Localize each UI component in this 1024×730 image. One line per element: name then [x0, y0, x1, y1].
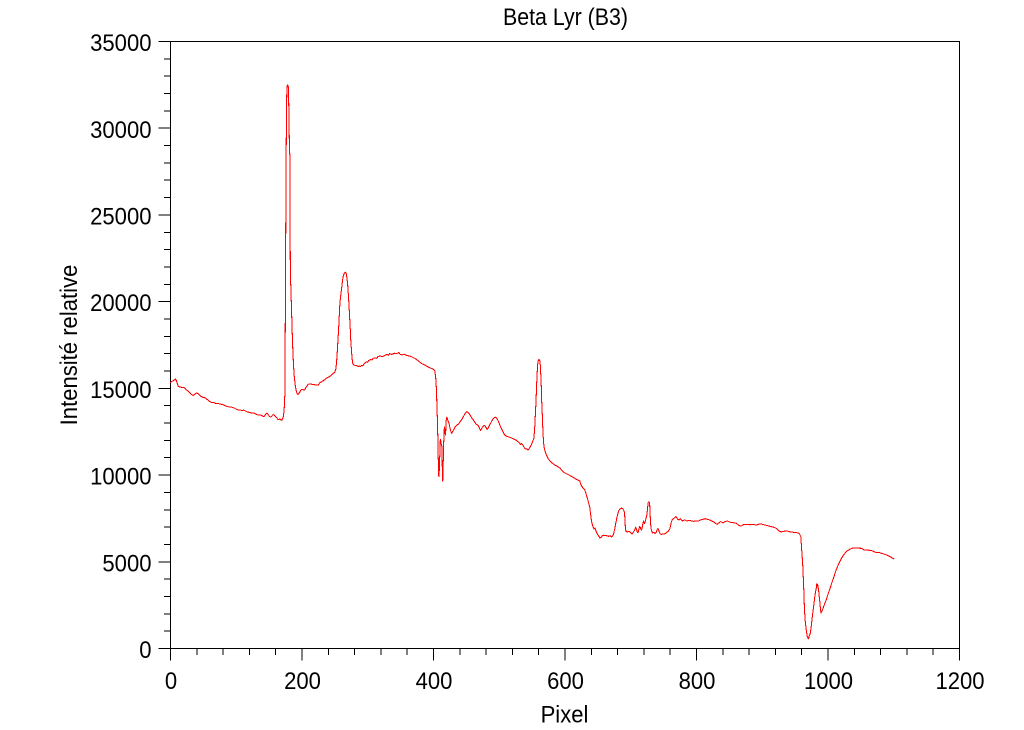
svg-text:0: 0 — [165, 667, 177, 694]
svg-text:15000: 15000 — [90, 376, 151, 403]
svg-text:5000: 5000 — [102, 550, 151, 577]
svg-text:1000: 1000 — [804, 667, 853, 694]
svg-text:10000: 10000 — [90, 463, 151, 490]
svg-text:Intensité relative: Intensité relative — [55, 265, 82, 426]
svg-text:600: 600 — [547, 667, 584, 694]
svg-text:20000: 20000 — [90, 289, 151, 316]
svg-text:800: 800 — [679, 667, 716, 694]
svg-text:35000: 35000 — [90, 29, 151, 56]
svg-text:Beta Lyr (B3): Beta Lyr (B3) — [503, 3, 628, 30]
svg-text:0: 0 — [139, 636, 151, 663]
svg-text:200: 200 — [284, 667, 321, 694]
svg-text:Pixel: Pixel — [541, 701, 589, 728]
svg-text:400: 400 — [416, 667, 453, 694]
svg-text:30000: 30000 — [90, 116, 151, 143]
svg-text:25000: 25000 — [90, 203, 151, 230]
svg-text:1200: 1200 — [935, 667, 984, 694]
